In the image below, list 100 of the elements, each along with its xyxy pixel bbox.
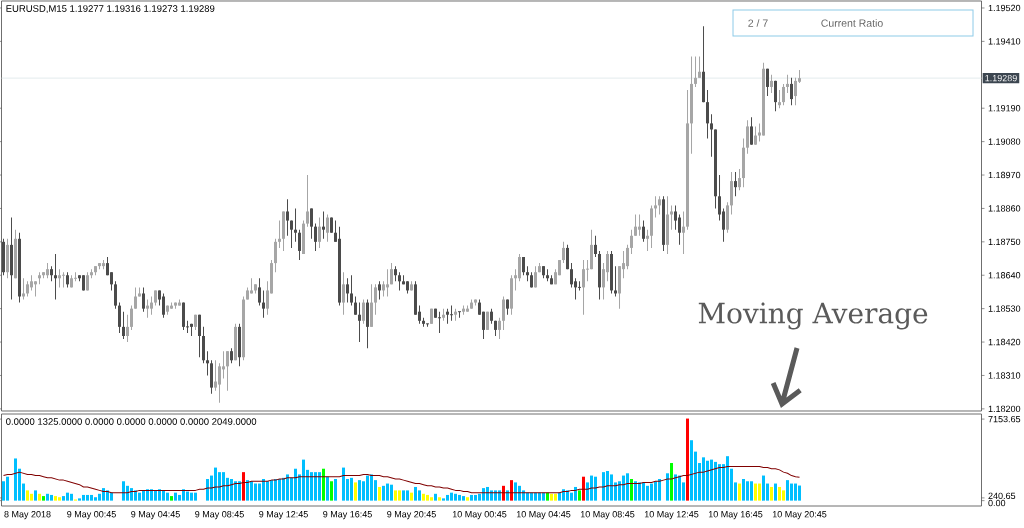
bar bbox=[482, 488, 486, 501]
x-tick-label: 9 May 12:45 bbox=[259, 511, 308, 520]
bar bbox=[310, 472, 314, 501]
bar bbox=[110, 492, 113, 501]
bar bbox=[190, 492, 194, 501]
bar bbox=[474, 494, 478, 501]
bar bbox=[294, 468, 298, 501]
bar bbox=[438, 497, 442, 501]
x-tick-label: 10 May 00:45 bbox=[452, 511, 507, 520]
bar bbox=[786, 480, 790, 501]
x-tick-label: 9 May 16:45 bbox=[323, 511, 372, 520]
bar bbox=[234, 481, 238, 501]
bar bbox=[162, 490, 166, 501]
bar bbox=[434, 493, 438, 501]
x-tick-label: 9 May 08:45 bbox=[195, 511, 244, 520]
bar bbox=[454, 493, 458, 501]
bar bbox=[146, 489, 150, 501]
bar bbox=[46, 493, 49, 501]
bar bbox=[606, 471, 610, 501]
bar bbox=[410, 492, 414, 501]
bar bbox=[370, 474, 374, 501]
bar bbox=[130, 488, 133, 501]
bar bbox=[286, 474, 290, 501]
bar bbox=[158, 489, 162, 501]
bar bbox=[754, 483, 758, 501]
bar bbox=[318, 472, 322, 501]
bar bbox=[38, 493, 42, 501]
bar bbox=[142, 490, 146, 501]
bar bbox=[390, 484, 394, 501]
y-tick-label: 240.65 bbox=[988, 492, 1016, 500]
bar bbox=[514, 482, 518, 501]
bar bbox=[230, 478, 234, 501]
bar bbox=[530, 492, 534, 501]
y-tick-label: 7153.65 bbox=[988, 415, 1021, 423]
bar bbox=[622, 475, 626, 501]
bar bbox=[330, 481, 334, 501]
bar bbox=[582, 476, 586, 501]
bar bbox=[742, 478, 746, 501]
bar bbox=[222, 472, 226, 501]
bar bbox=[302, 459, 306, 501]
bar bbox=[594, 476, 598, 501]
bar bbox=[690, 440, 694, 501]
bar bbox=[706, 460, 710, 501]
bar bbox=[214, 467, 218, 501]
bar bbox=[350, 477, 354, 501]
bar bbox=[258, 483, 262, 501]
bar bbox=[406, 490, 410, 501]
bar bbox=[466, 497, 470, 501]
bar bbox=[554, 493, 558, 501]
bar bbox=[426, 494, 430, 501]
bar bbox=[342, 467, 346, 501]
bar bbox=[574, 486, 578, 501]
bar bbox=[578, 490, 582, 501]
bar bbox=[750, 481, 754, 501]
y-tick-label: 0.00 bbox=[988, 499, 1006, 507]
bar bbox=[610, 474, 614, 501]
bar bbox=[558, 492, 562, 501]
x-tick-label: 8 May 2018 bbox=[4, 511, 51, 520]
bar bbox=[58, 497, 62, 501]
bar bbox=[26, 490, 30, 501]
bar bbox=[430, 497, 434, 501]
bar bbox=[138, 492, 142, 501]
bar bbox=[50, 494, 54, 501]
bar bbox=[250, 481, 254, 501]
bar bbox=[670, 463, 674, 501]
bar bbox=[70, 493, 74, 501]
x-tick-label: 9 May 04:45 bbox=[131, 511, 180, 520]
bar bbox=[458, 494, 462, 501]
bar bbox=[266, 481, 270, 501]
x-tick-label: 10 May 08:45 bbox=[580, 511, 635, 520]
bar bbox=[86, 494, 89, 501]
bar bbox=[54, 496, 58, 501]
bar bbox=[66, 492, 69, 501]
x-tick-label: 9 May 20:45 bbox=[387, 511, 436, 520]
bar bbox=[326, 476, 330, 501]
bar bbox=[174, 492, 177, 501]
x-tick-label: 10 May 16:45 bbox=[708, 511, 763, 520]
bar bbox=[262, 478, 266, 501]
bar bbox=[794, 483, 798, 501]
bar bbox=[30, 493, 34, 501]
bar bbox=[550, 493, 554, 501]
bar bbox=[494, 490, 498, 501]
bar bbox=[402, 490, 406, 501]
bar bbox=[150, 489, 154, 501]
bar bbox=[626, 473, 630, 501]
bar bbox=[186, 491, 190, 501]
bar bbox=[702, 457, 706, 501]
bar bbox=[518, 485, 522, 501]
bar bbox=[642, 482, 646, 501]
bar bbox=[254, 483, 258, 501]
bar bbox=[710, 459, 714, 501]
bar bbox=[126, 485, 130, 501]
bar bbox=[798, 485, 802, 501]
bar bbox=[334, 478, 338, 501]
bar bbox=[490, 490, 494, 501]
bar bbox=[382, 485, 386, 501]
bar bbox=[314, 472, 318, 501]
bar bbox=[534, 492, 538, 501]
bar bbox=[354, 482, 358, 501]
bar bbox=[394, 490, 398, 501]
